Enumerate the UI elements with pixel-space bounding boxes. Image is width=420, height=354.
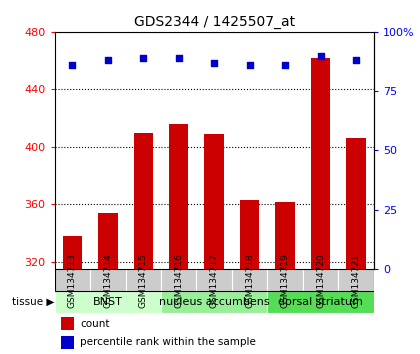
Bar [55,269,90,291]
Point [211,60,218,65]
Bar [197,269,232,291]
Text: GSM134718: GSM134718 [245,253,254,308]
Text: tissue ▶: tissue ▶ [12,297,55,307]
Bar [61,336,74,349]
Bar [268,291,374,313]
Bar [268,269,303,291]
Point [317,53,324,58]
Point [69,62,76,68]
Bar [240,200,260,269]
Text: GSM134716: GSM134716 [174,253,183,308]
Text: dorsal striatum: dorsal striatum [278,297,363,307]
Text: GSM134713: GSM134713 [68,253,77,308]
Bar [311,58,331,269]
Bar [134,132,153,269]
Title: GDS2344 / 1425507_at: GDS2344 / 1425507_at [134,16,295,29]
Bar [276,201,295,269]
Bar [339,269,374,291]
Bar [98,213,118,269]
Text: count: count [80,319,110,329]
Bar [205,134,224,269]
Text: GSM134719: GSM134719 [281,253,290,308]
Bar [55,291,161,313]
Text: GSM134720: GSM134720 [316,253,325,308]
Text: GSM134715: GSM134715 [139,253,148,308]
Point [246,62,253,68]
Point [353,57,360,63]
Bar [169,124,189,269]
Bar [61,317,74,330]
Text: percentile rank within the sample: percentile rank within the sample [80,337,256,347]
Bar [346,138,366,269]
Bar [63,236,82,269]
Point [140,55,147,61]
Point [105,57,111,63]
Bar [126,269,161,291]
Bar [232,269,268,291]
Text: GSM134721: GSM134721 [352,253,360,308]
Text: BNST: BNST [93,297,123,307]
Bar [55,269,374,291]
Point [176,55,182,61]
Text: GSM134714: GSM134714 [103,253,112,308]
Bar [303,269,339,291]
Point [282,62,289,68]
Text: nucleus accumbens: nucleus accumbens [159,297,270,307]
Bar [90,269,126,291]
Bar [161,291,268,313]
Bar [161,269,197,291]
Text: GSM134717: GSM134717 [210,253,219,308]
